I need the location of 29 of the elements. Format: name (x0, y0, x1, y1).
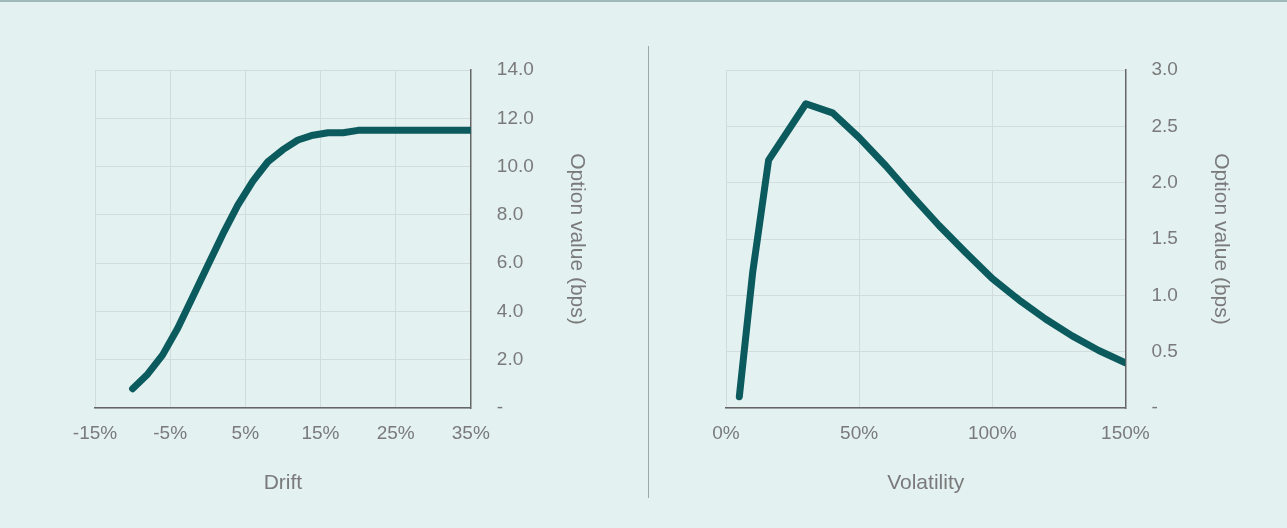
y-tick-label: 12.0 (496, 106, 534, 128)
x-axis-title: Drift (263, 470, 303, 494)
y-tick-label: - (496, 396, 504, 418)
x-tick-label: 15% (301, 421, 340, 443)
y-tick-label: 3.0 (1151, 58, 1178, 80)
y-axis-title: Option value (bps) (1210, 153, 1234, 325)
y-tick-label: 2.0 (496, 347, 524, 369)
x-tick-label: 35% (451, 421, 490, 443)
x-tick-label: 25% (376, 421, 415, 443)
x-tick-label: 50% (840, 421, 879, 443)
x-axis-title: Volatility (887, 470, 965, 494)
y-tick-label: 14.0 (496, 58, 534, 80)
y-tick-label: 1.5 (1151, 227, 1178, 249)
x-tick-label: 0% (712, 421, 740, 443)
y-tick-label: 6.0 (496, 251, 524, 273)
y-tick-label: 2.0 (1151, 170, 1178, 192)
x-tick-label: 150% (1101, 421, 1150, 443)
y-tick-label: 8.0 (496, 203, 524, 225)
y-tick-label: 0.5 (1151, 339, 1178, 361)
x-tick-label: -5% (153, 421, 188, 443)
x-tick-label: -15% (72, 421, 118, 443)
y-tick-label: 2.5 (1151, 114, 1178, 136)
y-axis-title: Option value (bps) (566, 153, 590, 325)
x-tick-label: 5% (231, 421, 260, 443)
y-tick-label: 1.0 (1151, 283, 1178, 305)
x-tick-label: 100% (967, 421, 1017, 443)
y-tick-label: 4.0 (496, 299, 524, 321)
y-tick-label: 10.0 (496, 154, 534, 176)
y-tick-label: - (1151, 396, 1158, 418)
